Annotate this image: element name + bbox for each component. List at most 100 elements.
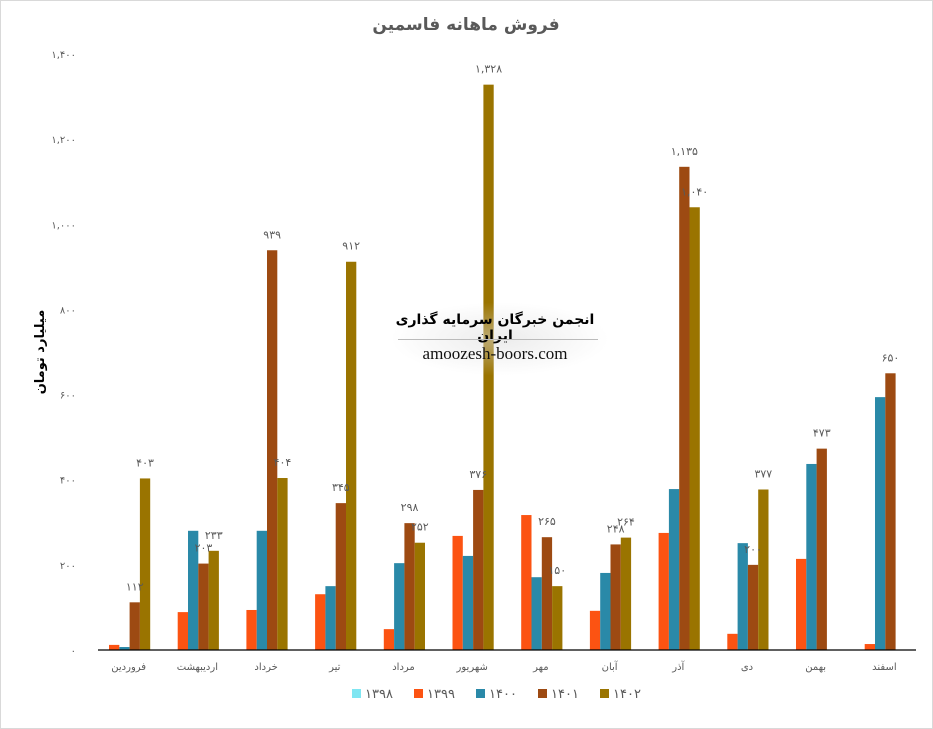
bar-۱۳۹۹-خرداد	[246, 609, 257, 650]
bar-۱۴۰۱-آبان	[610, 544, 621, 650]
bar-۱۴۰۱-آذر	[679, 166, 690, 651]
bar-۱۴۰۲-خرداد	[277, 478, 288, 650]
bar-۱۳۹۹-اسفند	[864, 644, 875, 650]
bar-۱۴۰۲-مرداد	[414, 542, 425, 650]
bar-۱۴۰۰-فروردین	[119, 647, 130, 650]
x-tick-label: شهریور	[456, 662, 488, 673]
y-tick-label: ۸۰۰	[60, 305, 76, 316]
data-label: ۲۵۲	[411, 521, 429, 534]
bar-۱۴۰۰-آبان	[600, 572, 611, 650]
bar-۱۴۰۱-اسفند	[885, 373, 896, 650]
legend-swatch	[538, 689, 547, 698]
legend-label: ۱۳۹۸	[365, 687, 393, 702]
bar-۱۴۰۱-بهمن	[816, 448, 827, 650]
bar-۱۴۰۱-شهریور	[473, 489, 484, 650]
y-tick-label: ۲۰۰	[60, 561, 76, 572]
bar-۱۴۰۲-آذر	[689, 207, 700, 650]
data-label: ۱۵۰	[548, 564, 566, 577]
data-label: ۲۰۳	[195, 542, 213, 555]
x-tick-label: تیر	[328, 662, 341, 673]
watermark: انجمن خبرگان سرمایه گذاری ایران amoozesh…	[390, 302, 610, 376]
data-label: ۴۰۴	[274, 456, 292, 469]
bar-۱۳۹۹-فروردین	[109, 644, 120, 650]
bar-۱۴۰۱-تیر	[335, 503, 346, 650]
bar-۱۴۰۲-اردیبهشت	[208, 550, 219, 650]
data-label: ۴۰۳	[136, 456, 154, 469]
data-label: ۹۱۲	[342, 240, 360, 253]
data-label: ۱۱۲	[126, 580, 144, 593]
y-axis-label: میلیارد تومان	[33, 310, 48, 395]
legend-label: ۱۴۰۱	[551, 687, 579, 702]
data-label: ۱,۱۳۵	[671, 145, 698, 158]
bar-۱۴۰۱-فروردین	[129, 602, 140, 650]
x-tick-label: مرداد	[392, 662, 415, 673]
bar-۱۳۹۹-آذر	[658, 532, 669, 650]
legend-label: ۱۴۰۲	[613, 687, 641, 702]
bar-۱۴۰۰-بهمن	[806, 463, 817, 650]
x-tick-label: اسفند	[872, 662, 896, 673]
bar-۱۴۰۰-مرداد	[394, 563, 405, 650]
data-label: ۲۹۸	[401, 501, 419, 514]
data-label: ۳۴۵	[332, 481, 350, 494]
x-tick-label: دی	[741, 662, 753, 673]
bar-۱۳۹۹-مرداد	[383, 629, 395, 650]
bar-۱۴۰۱-مهر	[541, 537, 553, 650]
data-label: ۲۰۰	[744, 543, 762, 556]
data-label: ۱,۰۴۰	[681, 185, 708, 198]
data-label: ۲۴۸	[607, 522, 625, 535]
bar-۱۴۰۰-آذر	[668, 489, 680, 650]
data-label: ۱,۳۲۸	[475, 63, 502, 76]
x-tick-label: اردیبهشت	[177, 662, 218, 673]
bar-۱۴۰۱-دی	[747, 564, 759, 650]
legend-swatch	[352, 689, 361, 698]
bar-۱۴۰۲-تیر	[346, 261, 357, 650]
data-label: ۲۶۴	[617, 516, 635, 529]
bar-۱۴۰۱-خرداد	[267, 250, 278, 651]
bar-۱۳۹۹-مهر	[521, 515, 532, 650]
bar-۱۳۹۹-بهمن	[796, 558, 807, 650]
bar-۱۴۰۲-مهر	[552, 586, 563, 650]
bar-۱۴۰۰-دی	[737, 543, 748, 650]
data-label: ۲۳۳	[205, 529, 223, 542]
y-tick-label: ۴۰۰	[60, 476, 76, 487]
x-tick-label: آبان	[602, 660, 619, 673]
x-tick-label: فروردین	[111, 662, 146, 673]
bar-۱۴۰۰-شهریور	[462, 555, 474, 650]
chart-title: فروش ماهانه فاسمین	[372, 15, 559, 35]
legend-label: ۱۳۹۹	[427, 687, 455, 702]
y-tick-label: ۱,۲۰۰	[51, 135, 76, 146]
bar-۱۴۰۰-تیر	[325, 586, 336, 650]
data-label: ۳۷۷	[754, 468, 772, 481]
bar-۱۴۰۲-آبان	[620, 537, 632, 650]
watermark-divider	[398, 339, 598, 340]
x-tick-label: آذر	[671, 660, 685, 673]
watermark-url: amoozesh-boors.com	[422, 344, 568, 363]
data-label: ۴۷۳	[813, 427, 831, 440]
x-tick-label: خرداد	[254, 662, 277, 673]
bar-۱۴۰۲-فروردین	[139, 478, 151, 650]
bar-۱۳۹۹-تیر	[315, 594, 326, 650]
bar-۱۴۰۱-اردیبهشت	[198, 563, 209, 650]
data-label: ۳۷۶	[469, 468, 487, 481]
y-tick-label: ۰	[71, 646, 76, 657]
bar-۱۴۰۱-مرداد	[404, 523, 415, 650]
y-tick-label: ۱,۰۰۰	[51, 220, 76, 231]
bar-۱۴۰۰-اردیبهشت	[188, 530, 199, 650]
bar-۱۳۹۹-اردیبهشت	[177, 612, 188, 650]
legend-label: ۱۴۰۰	[489, 687, 517, 702]
legend-swatch	[414, 689, 423, 698]
bar-۱۳۹۹-شهریور	[452, 535, 463, 650]
x-tick-label: بهمن	[805, 662, 826, 673]
x-tick-label: مهر	[532, 662, 548, 673]
data-label: ۲۶۵	[538, 515, 556, 528]
bar-۱۴۰۰-خرداد	[256, 530, 267, 650]
bar-۱۴۰۲-دی	[758, 489, 769, 650]
data-label: ۶۵۰	[882, 351, 900, 364]
bar-۱۳۹۹-آبان	[589, 610, 601, 650]
bar-۱۴۰۰-اسفند	[875, 397, 886, 650]
bar-۱۳۹۹-دی	[727, 633, 738, 650]
y-tick-label: ۱,۴۰۰	[51, 50, 76, 61]
y-tick-label: ۶۰۰	[60, 391, 76, 402]
bar-۱۴۰۰-مهر	[531, 577, 542, 650]
